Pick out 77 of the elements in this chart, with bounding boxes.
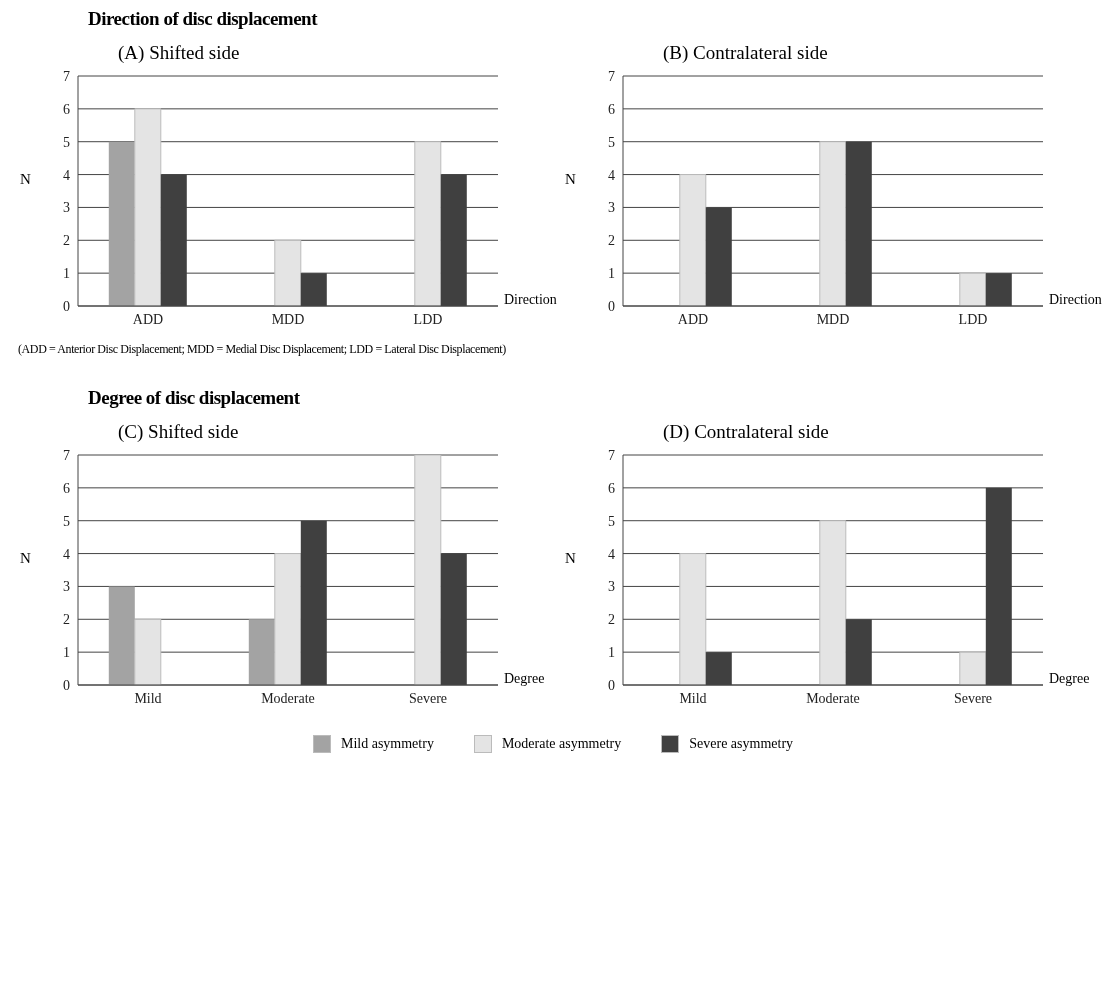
- y-tick-label: 1: [63, 645, 70, 661]
- bar: [134, 108, 162, 306]
- x-tick-label: Mild: [679, 690, 707, 706]
- x-tick-label: LDD: [413, 311, 443, 327]
- y-tick-label: 6: [608, 480, 615, 496]
- legend-label: Moderate asymmetry: [501, 736, 622, 752]
- y-tick-label: 3: [63, 579, 70, 595]
- y-tick-label: 2: [63, 233, 70, 249]
- y-axis-title: N: [565, 171, 576, 188]
- bar: [274, 553, 302, 685]
- chart-subtitle: (A) Shifted side: [118, 42, 241, 65]
- bar: [819, 520, 847, 685]
- y-tick-label: 0: [63, 298, 70, 314]
- y-tick-label: 3: [608, 200, 615, 216]
- y-axis-title: N: [20, 171, 31, 188]
- y-tick-label: 7: [63, 68, 70, 84]
- y-tick-label: 4: [608, 167, 615, 183]
- y-tick-label: 0: [63, 677, 70, 693]
- x-tick-label: MDD: [816, 311, 850, 327]
- y-tick-label: 7: [608, 68, 615, 84]
- chart-subtitle: (C) Shifted side: [118, 421, 240, 444]
- y-tick-label: 2: [63, 612, 70, 628]
- y-tick-label: 1: [608, 266, 615, 282]
- bar: [679, 174, 707, 306]
- y-tick-label: 6: [63, 101, 70, 117]
- bar: [134, 618, 162, 685]
- chart-subtitle: (B) Contralateral side: [663, 42, 829, 65]
- bar: [819, 141, 847, 306]
- y-tick-label: 1: [608, 645, 615, 661]
- y-tick-label: 3: [63, 200, 70, 216]
- chart-title: Direction of disc displacement: [88, 8, 319, 31]
- bar: [108, 141, 135, 306]
- x-tick-label: Severe: [953, 690, 993, 706]
- bar: [248, 619, 275, 685]
- x-tick-label: Moderate: [806, 690, 860, 706]
- x-tick-label: MDD: [271, 311, 305, 327]
- y-tick-label: 1: [63, 266, 70, 282]
- y-tick-label: 6: [608, 101, 615, 117]
- bar: [414, 141, 442, 306]
- chart-title: Degree of disc displacement: [88, 387, 301, 410]
- y-tick-label: 4: [63, 167, 70, 183]
- y-tick-label: 2: [608, 612, 615, 628]
- x-axis-title: Degree: [1049, 671, 1090, 687]
- y-tick-label: 2: [608, 233, 615, 249]
- y-tick-label: 0: [608, 298, 615, 314]
- bar: [274, 239, 302, 306]
- y-tick-label: 0: [608, 677, 615, 693]
- bar: [679, 553, 707, 685]
- bar: [414, 455, 442, 685]
- text: (ADD = Anterior Disc Displacement; MDD = Medial Disc Displacement; LDD = Lateral Disc Displacement): [18, 342, 507, 357]
- y-tick-label: 7: [608, 447, 615, 463]
- y-axis-title: N: [565, 550, 576, 567]
- y-tick-label: 5: [63, 513, 70, 529]
- y-tick-label: 7: [63, 447, 70, 463]
- x-tick-label: Moderate: [261, 690, 315, 706]
- x-tick-label: ADD: [132, 311, 164, 327]
- bar: [108, 586, 135, 685]
- x-tick-label: ADD: [677, 311, 709, 327]
- y-tick-label: 3: [608, 579, 615, 595]
- x-axis-title: Direction: [1049, 292, 1102, 308]
- y-tick-label: 5: [608, 134, 615, 150]
- y-tick-label: 5: [608, 513, 615, 529]
- y-tick-label: 4: [63, 546, 70, 562]
- x-tick-label: LDD: [958, 311, 988, 327]
- y-tick-label: 6: [63, 480, 70, 496]
- chart-subtitle: (D) Contralateral side: [663, 421, 830, 444]
- y-tick-label: 5: [63, 134, 70, 150]
- bar: [959, 272, 987, 306]
- y-tick-label: 4: [608, 546, 615, 562]
- x-tick-label: Mild: [134, 690, 162, 706]
- legend-label: Severe asymmetry: [689, 736, 794, 752]
- x-axis-title: Direction: [504, 292, 557, 308]
- y-axis-title: N: [20, 550, 31, 567]
- x-axis-title: Degree: [504, 671, 545, 687]
- legend-label: Mild asymmetry: [340, 736, 434, 752]
- bar: [959, 651, 987, 685]
- x-tick-label: Severe: [408, 690, 448, 706]
